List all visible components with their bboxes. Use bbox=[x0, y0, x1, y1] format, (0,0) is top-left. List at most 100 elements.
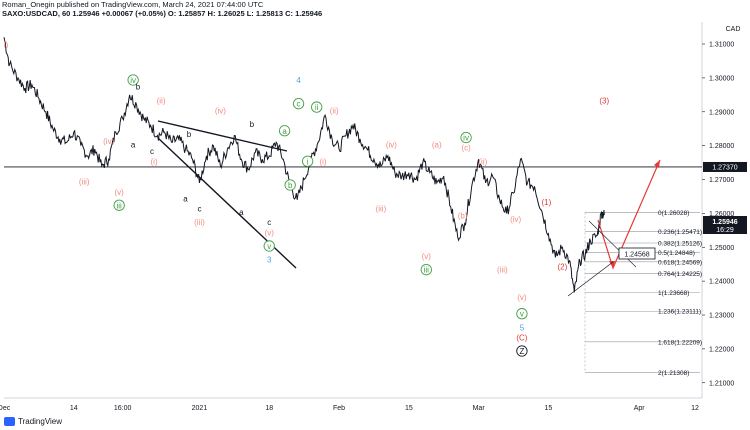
wave-label: (a) bbox=[432, 140, 442, 149]
fib-level-label: 0.764(1.24225) bbox=[658, 271, 702, 278]
y-tick-label: 1.29000 bbox=[709, 109, 734, 116]
svg-text:v: v bbox=[520, 310, 524, 319]
x-tick-label: 16:00 bbox=[114, 405, 132, 412]
wave-label: (2) bbox=[558, 262, 568, 271]
svg-text:3: 3 bbox=[267, 256, 272, 265]
svg-text:(b): (b) bbox=[458, 211, 468, 220]
wave-label: c bbox=[197, 205, 201, 214]
svg-text:(2): (2) bbox=[558, 262, 568, 271]
svg-text:a: a bbox=[183, 195, 188, 204]
y-tick-label: 1.23000 bbox=[709, 313, 734, 320]
wave-label: b bbox=[284, 179, 296, 191]
fib-level-label: 2(1.21308) bbox=[658, 370, 689, 377]
wave-label: i bbox=[301, 155, 314, 167]
triangle-lower-trendline[interactable] bbox=[157, 137, 297, 269]
svg-text:c: c bbox=[150, 147, 154, 156]
svg-text:(iii): (iii) bbox=[194, 218, 205, 227]
wave-label: (iii) bbox=[497, 266, 508, 275]
wave-label: ii bbox=[311, 101, 323, 113]
wave-label: i) bbox=[4, 40, 9, 49]
y-tick-label: 1.27000 bbox=[709, 177, 734, 184]
wave-label: (v) bbox=[115, 188, 125, 197]
fib-level-label: 0.382(1.25126) bbox=[658, 240, 702, 247]
wave-label: (v) bbox=[517, 293, 527, 302]
x-tick-label: Apr bbox=[634, 405, 646, 412]
x-tick-label: 15 bbox=[405, 405, 413, 412]
y-tick-label: 1.31000 bbox=[709, 42, 734, 49]
wave-label: c bbox=[292, 98, 305, 110]
svg-text:(iv): (iv) bbox=[510, 215, 521, 224]
svg-text:i: i bbox=[307, 157, 309, 166]
wave-label: (iii) bbox=[376, 205, 387, 214]
y-tick-labels: 1.21000 1.22000 1.23000 1.24000 1.25000 1.260… bbox=[702, 42, 734, 387]
svg-text:(3): (3) bbox=[599, 96, 609, 105]
fib-level-label: 0.618(1.24569) bbox=[658, 259, 702, 266]
wave-label: v bbox=[263, 240, 275, 252]
svg-text:(ii): (ii) bbox=[330, 106, 339, 115]
cursor-price-box: 1.24568 bbox=[618, 247, 656, 260]
svg-text:b: b bbox=[187, 130, 192, 139]
x-tick-label: Dec bbox=[0, 405, 11, 412]
svg-text:iii: iii bbox=[116, 201, 122, 210]
symbol-ohlc: SAXO:USDCAD, 60 1.25946 +0.00067 (+0.05%… bbox=[2, 9, 323, 18]
tradingview-logo-icon bbox=[4, 417, 15, 426]
x-tick-label: Feb bbox=[333, 405, 345, 412]
svg-text:(v): (v) bbox=[115, 188, 125, 197]
wave-label: b bbox=[187, 130, 192, 139]
fib-level-label: 0.236(1.25471) bbox=[658, 229, 702, 236]
svg-text:(c): (c) bbox=[461, 144, 471, 153]
wave-label: iv bbox=[460, 131, 472, 144]
svg-text:(ii): (ii) bbox=[157, 96, 166, 105]
x-tick-labels: Dec 14 16:00 2021 18 Feb 15 Mar 15 Apr 12 bbox=[0, 405, 699, 412]
x-tick-label: 12 bbox=[691, 405, 699, 412]
svg-text:(iv): (iv) bbox=[215, 106, 226, 115]
wave-label: v bbox=[516, 308, 528, 320]
chart-symbol-line: SAXO:USDCAD, 60 1.25946 +0.00067 (+0.05%… bbox=[2, 9, 322, 18]
svg-text:(C): (C) bbox=[516, 333, 527, 342]
y-tick-label: 1.22000 bbox=[709, 346, 734, 353]
wave-label: (c) bbox=[461, 144, 471, 153]
currency-label: CAD bbox=[726, 26, 741, 33]
svg-text:(i): (i) bbox=[319, 157, 326, 166]
wave-label: (i) bbox=[319, 157, 326, 166]
svg-text:(v): (v) bbox=[422, 252, 432, 261]
svg-text:4: 4 bbox=[296, 76, 301, 85]
x-tick-label: 18 bbox=[265, 405, 273, 412]
wave-label: (ii) bbox=[330, 106, 339, 115]
svg-text:(i): (i) bbox=[151, 157, 158, 166]
wave-label: (v) bbox=[265, 228, 275, 237]
wave-label: (v) bbox=[422, 252, 432, 261]
wave-label: a bbox=[131, 140, 136, 149]
svg-text:(ii): (ii) bbox=[478, 157, 487, 166]
tradingview-brand[interactable]: TradingView bbox=[4, 417, 62, 426]
svg-text:(iii): (iii) bbox=[497, 266, 508, 275]
svg-text:(v): (v) bbox=[517, 293, 527, 302]
svg-text:iv: iv bbox=[463, 134, 469, 143]
svg-text:a: a bbox=[131, 140, 136, 149]
svg-text:16:29: 16:29 bbox=[716, 227, 734, 234]
svg-text:(v): (v) bbox=[265, 228, 275, 237]
wave-label: b bbox=[250, 120, 255, 129]
svg-text:iv: iv bbox=[130, 76, 136, 85]
fib-level-label: 1.618(1.22209) bbox=[658, 339, 702, 346]
svg-text:5: 5 bbox=[520, 323, 525, 332]
forecast-path[interactable] bbox=[567, 159, 661, 297]
wave-label: (C) bbox=[516, 333, 527, 342]
svg-text:1.27370: 1.27370 bbox=[712, 164, 737, 171]
svg-text:ii: ii bbox=[315, 103, 319, 112]
wave-label: (1) bbox=[541, 198, 551, 207]
triangle-upper-trendline[interactable] bbox=[157, 120, 288, 152]
svg-text:iii: iii bbox=[424, 266, 430, 275]
wave-label: c bbox=[150, 147, 154, 156]
svg-text:a: a bbox=[239, 208, 244, 217]
wave-label: b bbox=[136, 83, 141, 92]
svg-text:1.24568: 1.24568 bbox=[624, 252, 649, 259]
svg-text:c: c bbox=[267, 218, 271, 227]
svg-text:(a): (a) bbox=[432, 140, 442, 149]
wave-label: (iii) bbox=[79, 178, 90, 187]
wave-labels: i)ivb(ii)(iv) a(i)(iii)(v)iiicb(iv)bac(ii… bbox=[4, 40, 610, 357]
svg-text:i): i) bbox=[4, 40, 9, 49]
wave-label: (i) bbox=[151, 157, 158, 166]
